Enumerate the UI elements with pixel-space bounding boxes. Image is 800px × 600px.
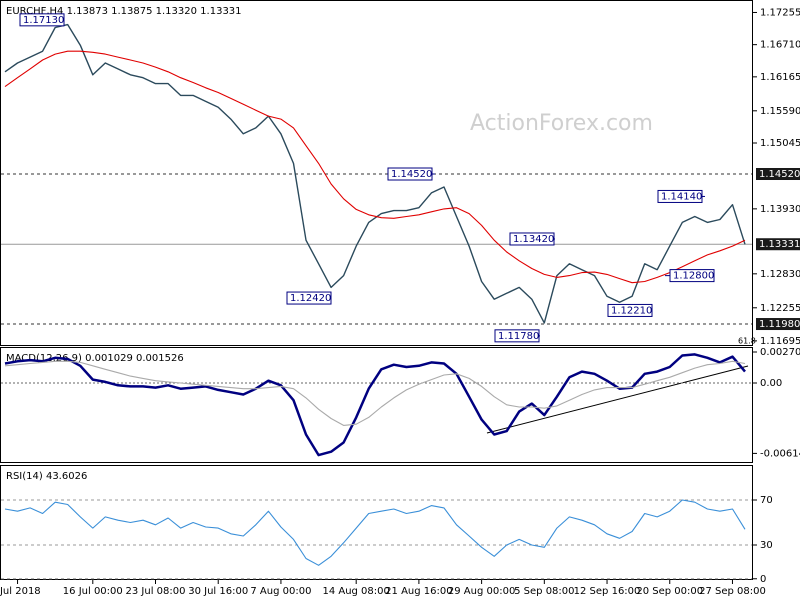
y-tick-label: 0.002708: [760, 347, 800, 358]
annotation-label: 1.12420: [290, 293, 331, 304]
series-line: [4, 353, 746, 457]
y-tick-label: 1.13930: [760, 204, 800, 215]
x-tick-label: 5 Sep 08:00: [514, 586, 574, 597]
x-tick-label: 20 Sep 00:00: [636, 586, 703, 597]
x-tick-label: 21 Aug 16:00: [385, 586, 452, 597]
annotation-label: 1.11780: [498, 331, 539, 342]
x-tick-label: 30 Jul 16:00: [188, 586, 248, 597]
panel-title: EURCHF,H4 1.13873 1.13875 1.13320 1.1333…: [6, 6, 242, 17]
price-panel: [0, 0, 753, 346]
x-tick-label: 27 Sep 08:00: [699, 586, 766, 597]
x-tick-label: 6 Jul 2018: [0, 586, 41, 597]
annotation-label: 1.12210: [611, 305, 652, 316]
panel-title: RSI(14) 43.6026: [6, 471, 87, 482]
y-tick-label: 1.16710: [760, 40, 800, 51]
level-box: [756, 318, 800, 331]
y-tick-label: 70: [760, 495, 773, 506]
y-tick-label: 1.12830: [760, 269, 800, 280]
annotation-label: 1.14140: [661, 191, 702, 202]
level-label: 1.11980: [759, 319, 800, 330]
y-tick-label: 0.00: [760, 378, 782, 389]
annotation-box: [387, 167, 433, 181]
y-tick-label: 30: [760, 540, 773, 551]
annotation-box: [669, 269, 715, 283]
x-tick-label: 7 Aug 00:00: [250, 586, 311, 597]
x-tick-label: 12 Sep 16:00: [574, 586, 641, 597]
series-line: [4, 360, 746, 426]
x-tick-label: 29 Aug 00:00: [448, 586, 515, 597]
series-line: [4, 23, 746, 324]
annotation-box: [657, 189, 703, 203]
annotation-box: [607, 303, 653, 317]
y-tick-label: 1.12255: [760, 303, 800, 314]
macd-trendline: [486, 365, 749, 434]
series-line: [4, 50, 746, 284]
y-tick-label: 1.15590: [760, 106, 800, 117]
x-tick-label: 23 Jul 08:00: [126, 586, 186, 597]
fib-note: 61.8: [738, 337, 756, 346]
annotation-label: 1.12800: [673, 271, 714, 282]
level-box: [756, 238, 800, 251]
level-label: 1.14520: [759, 169, 800, 180]
annotation-box: [19, 13, 65, 27]
annotation-box: [494, 329, 540, 343]
level-label: 1.13331: [759, 239, 800, 250]
y-tick-label: 1.11695: [760, 336, 800, 347]
y-tick-label: -0.006148: [760, 448, 800, 459]
x-tick-label: 14 Aug 08:00: [322, 586, 389, 597]
y-tick-label: 1.17255: [760, 7, 800, 18]
panel-title: MACD(12,26,9) 0.001029 0.001526: [6, 353, 184, 364]
rsi-panel: [0, 465, 753, 580]
macd-panel: [0, 347, 753, 463]
annotation-box: [509, 232, 555, 246]
watermark: ActionForex.com: [470, 111, 653, 136]
annotation-label: 1.13420: [513, 234, 554, 245]
level-box: [756, 168, 800, 181]
y-tick-label: 1.15045: [760, 138, 800, 149]
y-tick-label: 1.16165: [760, 72, 800, 83]
annotation-label: 1.17130: [23, 15, 64, 26]
annotation-label: 1.14520: [391, 169, 432, 180]
y-tick-label: 0: [760, 574, 766, 585]
annotation-box: [286, 291, 332, 305]
series-line: [4, 499, 746, 566]
x-tick-label: 16 Jul 00:00: [63, 586, 123, 597]
